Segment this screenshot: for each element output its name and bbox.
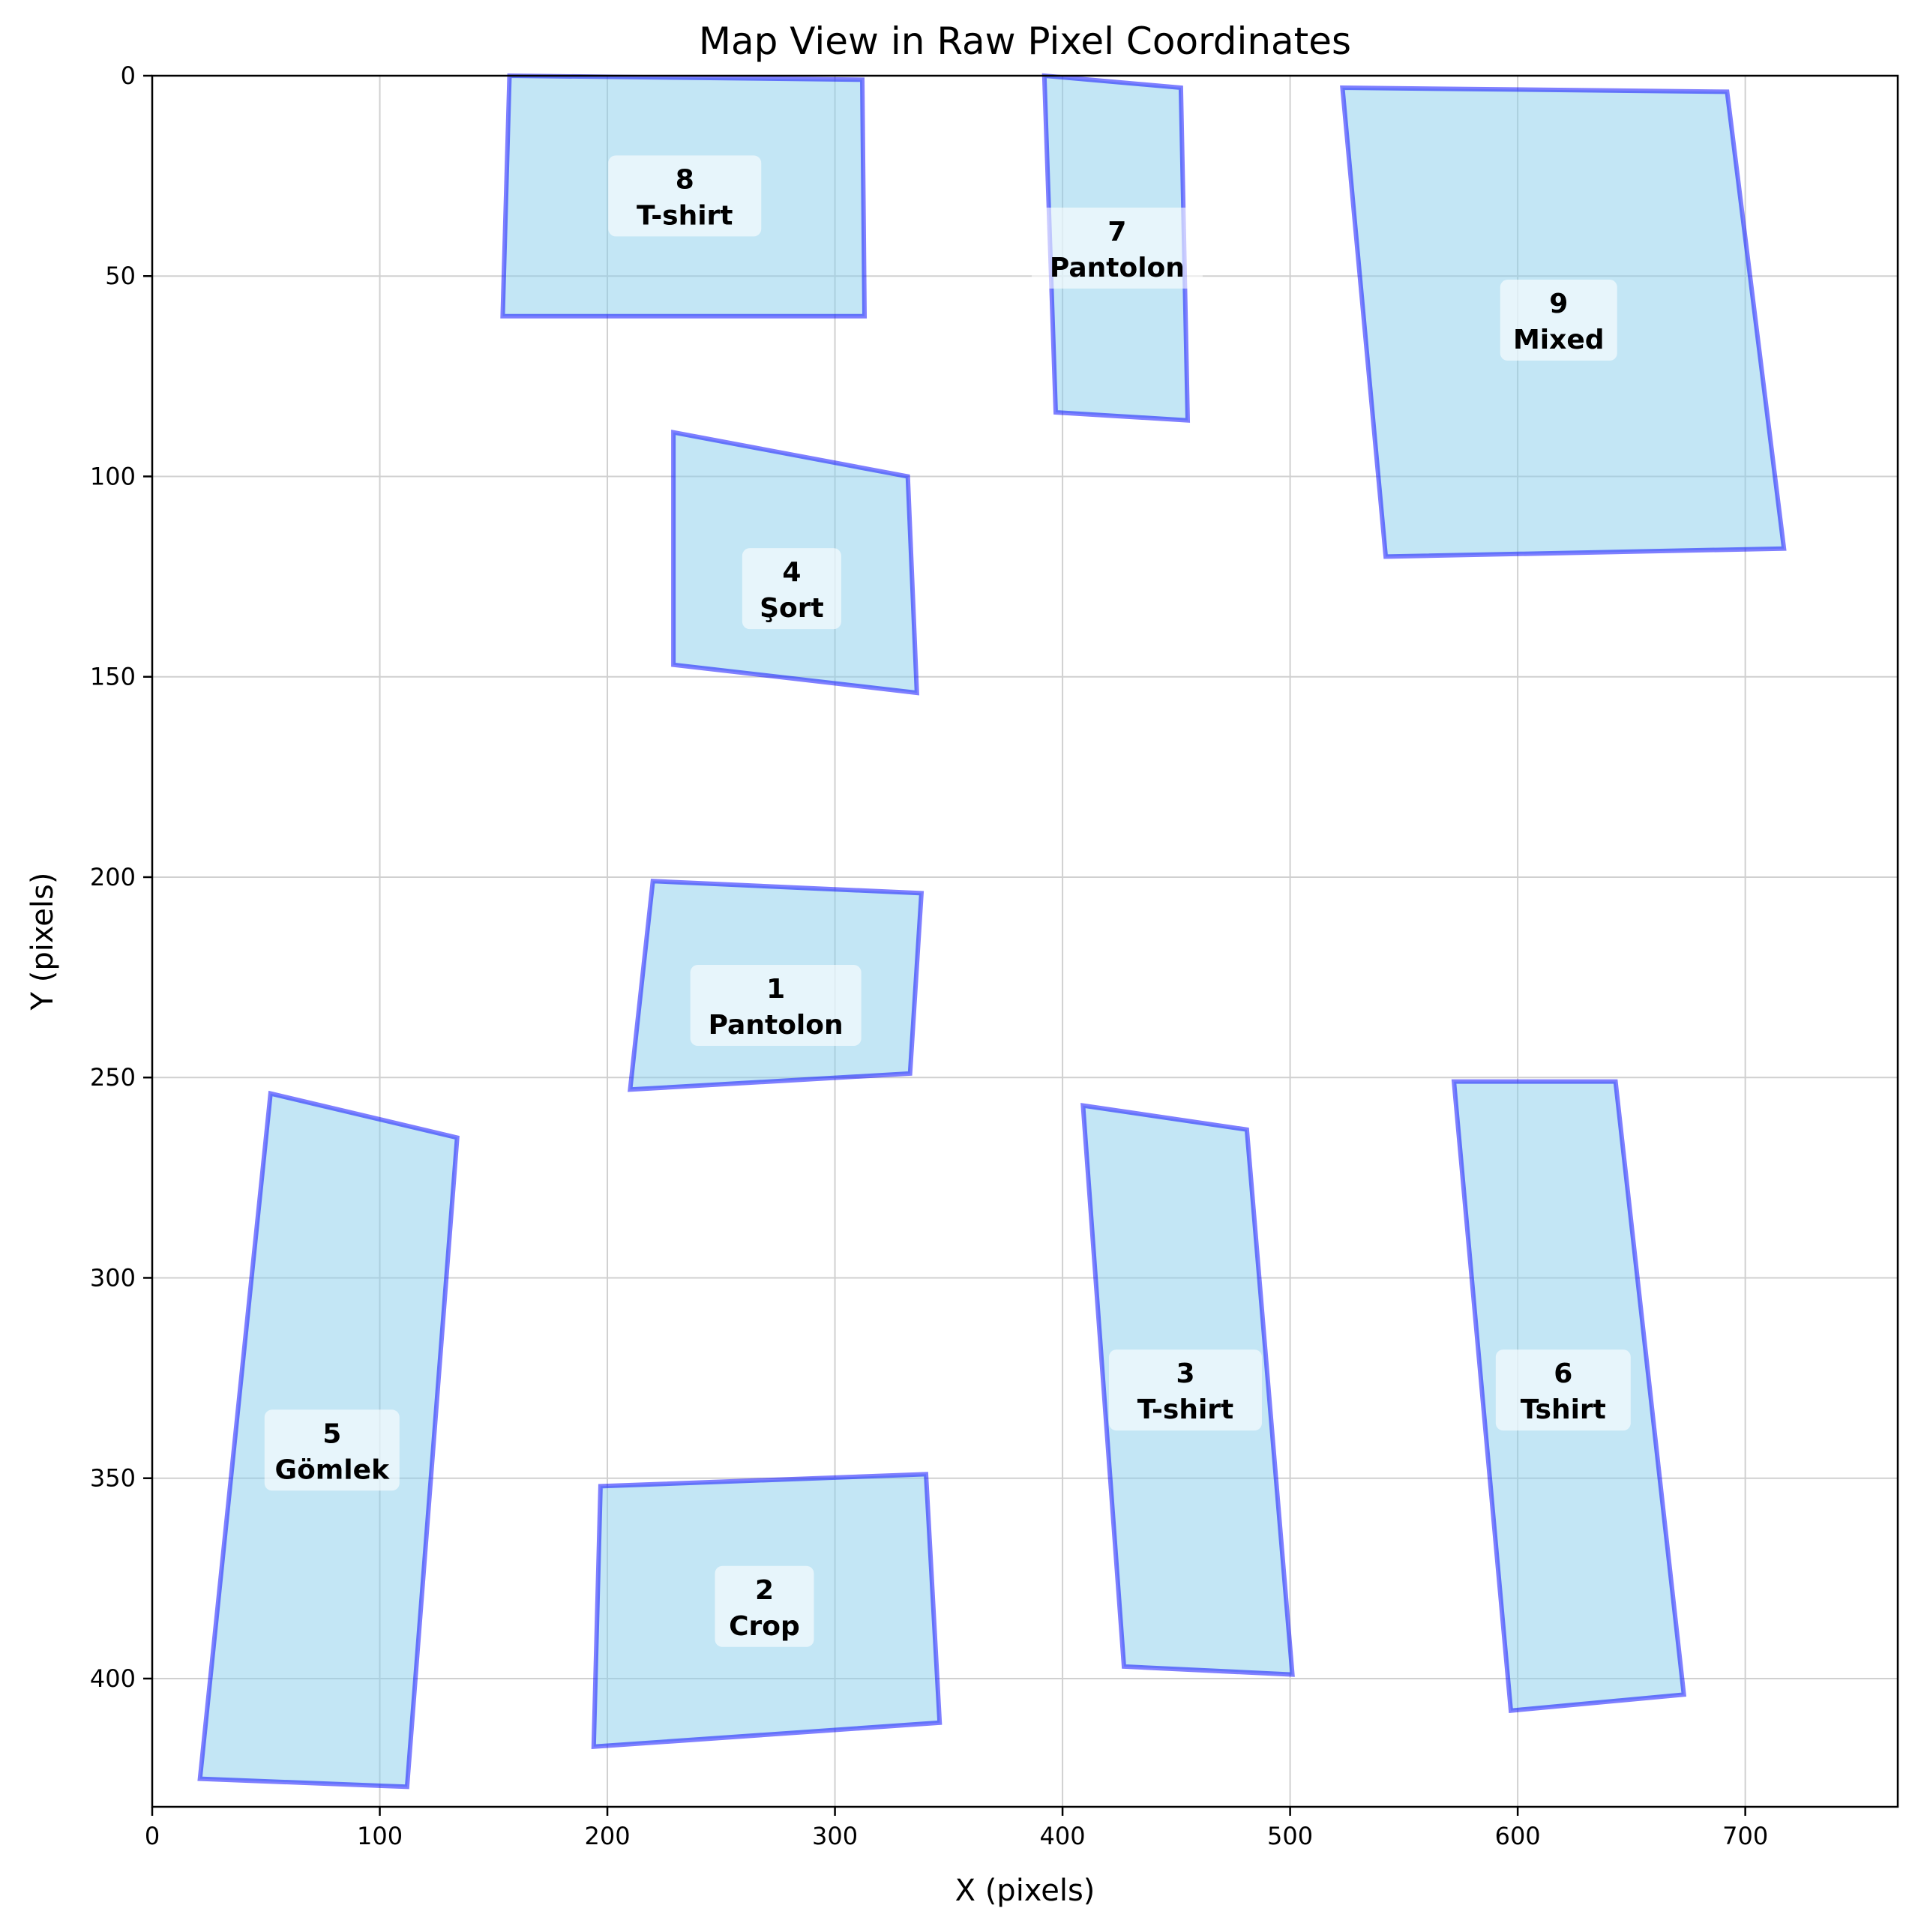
axis-ticks: 0 100 200 300 400 500 600 700 0 50 100 150 200 250 300… [90,61,1768,1850]
region-5-label: 5 Gömlek [264,1409,400,1491]
region-id-text: 5 [322,1418,341,1449]
region-id-text: 4 [782,557,801,588]
x-tick-label: 0 [145,1822,160,1850]
y-tick-label: 350 [90,1464,136,1493]
region-name-text: Pantolon [1050,253,1185,283]
region-id-text: 9 [1549,289,1568,319]
region-label-box [1500,280,1617,361]
region-6-label: 6 Tshirt [1495,1349,1631,1431]
region-4-label: 4 Şort [742,548,841,630]
x-axis-label: X (pixels) [955,1874,1095,1908]
region-name-text: Tshirt [1521,1394,1606,1425]
x-tick-label: 100 [357,1822,403,1850]
region-name-text: T-shirt [1137,1394,1234,1425]
region-id-text: 2 [755,1575,774,1606]
region-name-text: T-shirt [637,200,733,231]
x-tick-label: 300 [812,1822,858,1850]
region-name-text: Mixed [1513,325,1605,355]
region-id-text: 8 [676,164,694,195]
region-labels: 1 Pantolon 2 Crop 3 T-shirt 4 Şort 5 Gömlek 6 Tshir… [264,155,1631,1647]
region-id-text: 6 [1554,1358,1572,1389]
region-label-box [1031,207,1203,289]
y-tick-label: 100 [90,462,136,490]
x-tick-label: 500 [1267,1822,1313,1850]
region-label-box [690,965,862,1047]
region-label-box [1108,1349,1262,1431]
region-8-label: 8 T-shirt [608,155,762,237]
region-1-label: 1 Pantolon [690,965,862,1047]
y-axis-label: Y (pixels) [25,873,60,1011]
region-name-text: Gömlek [275,1454,391,1485]
region-id-text: 3 [1176,1358,1194,1389]
x-tick-label: 200 [585,1822,631,1850]
x-tick-label: 400 [1040,1822,1086,1850]
region-id-text: 7 [1107,217,1126,247]
y-tick-label: 150 [90,663,136,691]
region-label-box [715,1565,814,1647]
region-3-label: 3 T-shirt [1108,1349,1262,1431]
y-tick-label: 400 [90,1664,136,1693]
region-2-label: 2 Crop [715,1565,814,1647]
x-tick-label: 700 [1722,1822,1768,1850]
grid-lines [151,75,1898,1807]
plot-frame [151,74,1899,1808]
x-tick-label: 600 [1495,1822,1541,1850]
region-label-box [1495,1349,1631,1431]
region-label-box [742,548,841,630]
region-9-label: 9 Mixed [1500,280,1617,361]
y-tick-label: 200 [90,863,136,891]
region-7-label: 7 Pantolon [1031,207,1203,289]
y-tick-label: 0 [121,61,136,90]
y-tick-label: 50 [105,262,136,290]
y-tick-label: 250 [90,1063,136,1092]
region-id-text: 1 [766,974,785,1005]
chart-title: Map View in Raw Pixel Coordinates [699,19,1351,63]
y-tick-label: 300 [90,1263,136,1292]
region-name-text: Şort [760,593,824,624]
region-label-box [264,1409,400,1491]
region-name-text: Crop [729,1611,800,1642]
region-name-text: Pantolon [709,1010,844,1041]
region-label-box [608,155,762,237]
